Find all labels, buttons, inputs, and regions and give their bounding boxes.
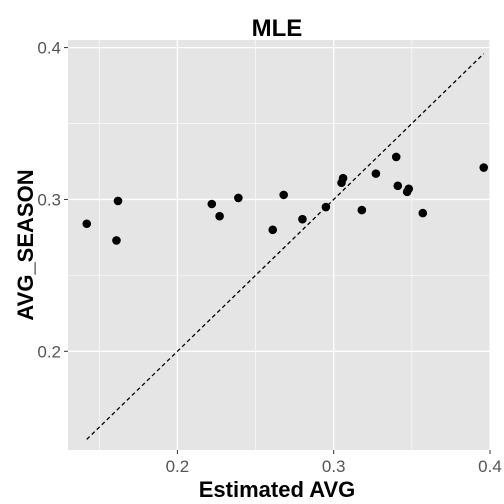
grid-lines: [68, 40, 491, 450]
y-axis-ticks: 0.2 0.3 0.4: [37, 39, 68, 361]
data-point: [279, 190, 288, 200]
data-point: [215, 211, 224, 221]
data-point: [371, 169, 381, 178]
data-point: [268, 225, 278, 235]
data-point: [321, 202, 331, 212]
data-point: [207, 199, 217, 209]
data-point: [234, 193, 243, 203]
x-axis-ticks: 0.2 0.3 0.4: [166, 450, 502, 476]
data-point: [393, 181, 403, 191]
data-point: [112, 236, 121, 245]
data-point: [404, 184, 414, 194]
identity-reference-line: [86, 53, 485, 440]
data-points: [82, 152, 489, 245]
x-tick-label: 0.3: [322, 457, 346, 476]
y-tick-label: 0.2: [37, 342, 61, 361]
data-point: [479, 163, 489, 172]
data-point: [357, 205, 367, 215]
y-axis-title: AVG_SEASON: [13, 169, 38, 320]
x-tick-label: 0.4: [478, 457, 502, 476]
data-point: [298, 214, 307, 224]
data-point: [113, 196, 123, 206]
data-point: [82, 219, 92, 229]
data-point: [418, 208, 428, 218]
y-tick-label: 0.4: [37, 39, 61, 58]
x-axis-title: Estimated AVG: [199, 477, 355, 502]
chart-title: MLE: [252, 15, 303, 42]
data-point: [391, 152, 401, 162]
data-point: [338, 173, 348, 183]
x-tick-label: 0.2: [166, 457, 190, 476]
plot-panel: [68, 40, 490, 450]
y-tick-label: 0.3: [37, 190, 61, 209]
